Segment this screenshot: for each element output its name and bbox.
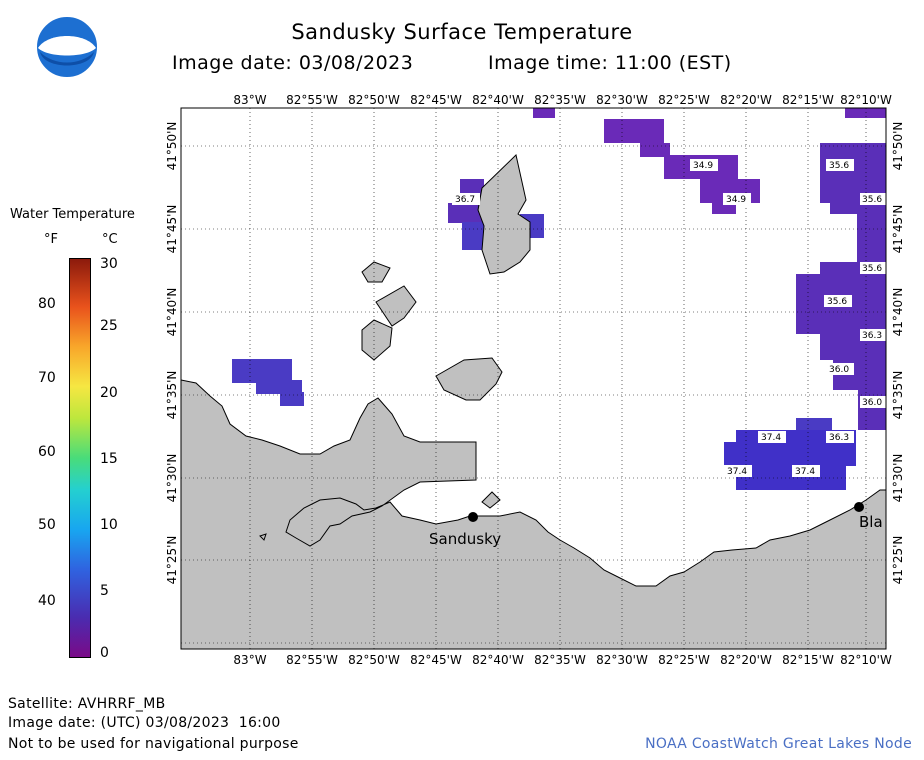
temp-label: 35.6 xyxy=(829,161,849,171)
utc-date-info: Image date: (UTC) 03/08/2023 16:00 xyxy=(8,715,281,731)
lat-label: 41°30'N xyxy=(891,454,905,503)
image-time: Image time: 11:00 (EST) xyxy=(488,52,732,74)
lat-label: 41°35'N xyxy=(891,371,905,420)
lon-labels-top: 83°W 82°55'W 82°50'W 82°45'W 82°40'W 82°… xyxy=(233,93,892,107)
lat-label: 41°40'N xyxy=(165,288,179,337)
logo-text: NOAA xyxy=(53,37,82,47)
temperature-labels: 34.9 34.9 35.6 35.6 36.7 35.6 35.6 36.3 … xyxy=(452,159,886,477)
lon-labels-bottom: 83°W 82°55'W 82°50'W 82°45'W 82°40'W 82°… xyxy=(233,653,892,667)
map-title: Sandusky Surface Temperature xyxy=(291,20,633,44)
temp-label: 35.6 xyxy=(862,264,882,274)
temp-label: 35.6 xyxy=(862,195,882,205)
temp-label: 34.9 xyxy=(693,161,713,171)
city-label-bla: Bla xyxy=(859,513,883,531)
lat-label: 41°25'N xyxy=(891,536,905,585)
lon-label: 82°30'W xyxy=(596,653,648,667)
c-tick-label: 30 xyxy=(100,256,118,272)
color-bar xyxy=(69,258,91,658)
lon-label: 82°45'W xyxy=(410,653,462,667)
lat-labels-left: 41°50'N 41°45'N 41°40'N 41°35'N 41°30'N … xyxy=(165,122,179,585)
c-tick-label: 25 xyxy=(100,318,118,334)
lat-label: 41°35'N xyxy=(165,371,179,420)
f-tick-label: 60 xyxy=(38,444,56,460)
city-label-sandusky: Sandusky xyxy=(429,530,501,548)
noaa-logo-icon: NOAA xyxy=(35,15,99,79)
unit-fahrenheit: °F xyxy=(44,232,58,247)
lon-label: 82°15'W xyxy=(782,93,834,107)
temp-label: 34.9 xyxy=(726,195,746,205)
f-tick-label: 50 xyxy=(38,517,56,533)
temp-label: 36.7 xyxy=(455,195,475,205)
c-tick-label: 15 xyxy=(100,451,118,467)
c-tick-label: 10 xyxy=(100,517,118,533)
lon-label: 82°35'W xyxy=(534,653,586,667)
lon-label: 82°35'W xyxy=(534,93,586,107)
temp-label: 36.3 xyxy=(829,433,849,443)
lat-label: 41°45'N xyxy=(165,205,179,254)
lon-label: 82°20'W xyxy=(720,653,772,667)
lon-label: 82°55'W xyxy=(286,653,338,667)
temp-label: 36.0 xyxy=(862,398,882,408)
c-tick-label: 5 xyxy=(100,583,109,599)
credit-link: NOAA CoastWatch Great Lakes Node xyxy=(645,736,912,752)
lon-label: 82°40'W xyxy=(472,93,524,107)
city-marker xyxy=(468,512,478,522)
temp-label: 37.4 xyxy=(761,433,781,443)
lon-label: 82°20'W xyxy=(720,93,772,107)
temp-label: 36.0 xyxy=(829,365,849,375)
legend-title: Water Temperature xyxy=(10,207,135,222)
lat-labels-right: 41°50'N 41°45'N 41°40'N 41°35'N 41°30'N … xyxy=(891,122,905,585)
unit-celsius: °C xyxy=(102,232,118,247)
lat-label: 41°50'N xyxy=(891,122,905,171)
lon-label: 82°10'W xyxy=(840,653,892,667)
lat-label: 41°45'N xyxy=(891,205,905,254)
f-tick-label: 70 xyxy=(38,370,56,386)
lon-label: 83°W xyxy=(233,653,266,667)
land-areas xyxy=(181,154,886,649)
lon-label: 82°40'W xyxy=(472,653,524,667)
lon-label: 82°25'W xyxy=(658,653,710,667)
lon-label: 82°45'W xyxy=(410,93,462,107)
city-marker xyxy=(854,502,864,512)
image-date: Image date: 03/08/2023 xyxy=(172,52,414,74)
lat-label: 41°40'N xyxy=(891,288,905,337)
temp-label: 35.6 xyxy=(827,297,847,307)
lon-label: 82°25'W xyxy=(658,93,710,107)
lat-label: 41°25'N xyxy=(165,536,179,585)
lat-label: 41°30'N xyxy=(165,454,179,503)
lon-label: 82°55'W xyxy=(286,93,338,107)
lon-label: 82°15'W xyxy=(782,653,834,667)
lat-label: 41°50'N xyxy=(165,122,179,171)
temp-label: 37.4 xyxy=(795,467,815,477)
temp-label: 36.3 xyxy=(862,331,882,341)
lon-label: 82°50'W xyxy=(348,653,400,667)
lon-label: 83°W xyxy=(233,93,266,107)
c-tick-label: 20 xyxy=(100,385,118,401)
f-tick-label: 80 xyxy=(38,296,56,312)
map-frame xyxy=(180,107,887,650)
lon-label: 82°50'W xyxy=(348,93,400,107)
c-tick-label: 0 xyxy=(100,645,109,661)
lon-label: 82°10'W xyxy=(840,93,892,107)
disclaimer: Not to be used for navigational purpose xyxy=(8,736,299,752)
temp-label: 37.4 xyxy=(727,467,747,477)
graticule-grid xyxy=(181,108,886,649)
f-tick-label: 40 xyxy=(38,593,56,609)
lon-label: 82°30'W xyxy=(596,93,648,107)
satellite-info: Satellite: AVHRRF_MB xyxy=(8,696,166,712)
